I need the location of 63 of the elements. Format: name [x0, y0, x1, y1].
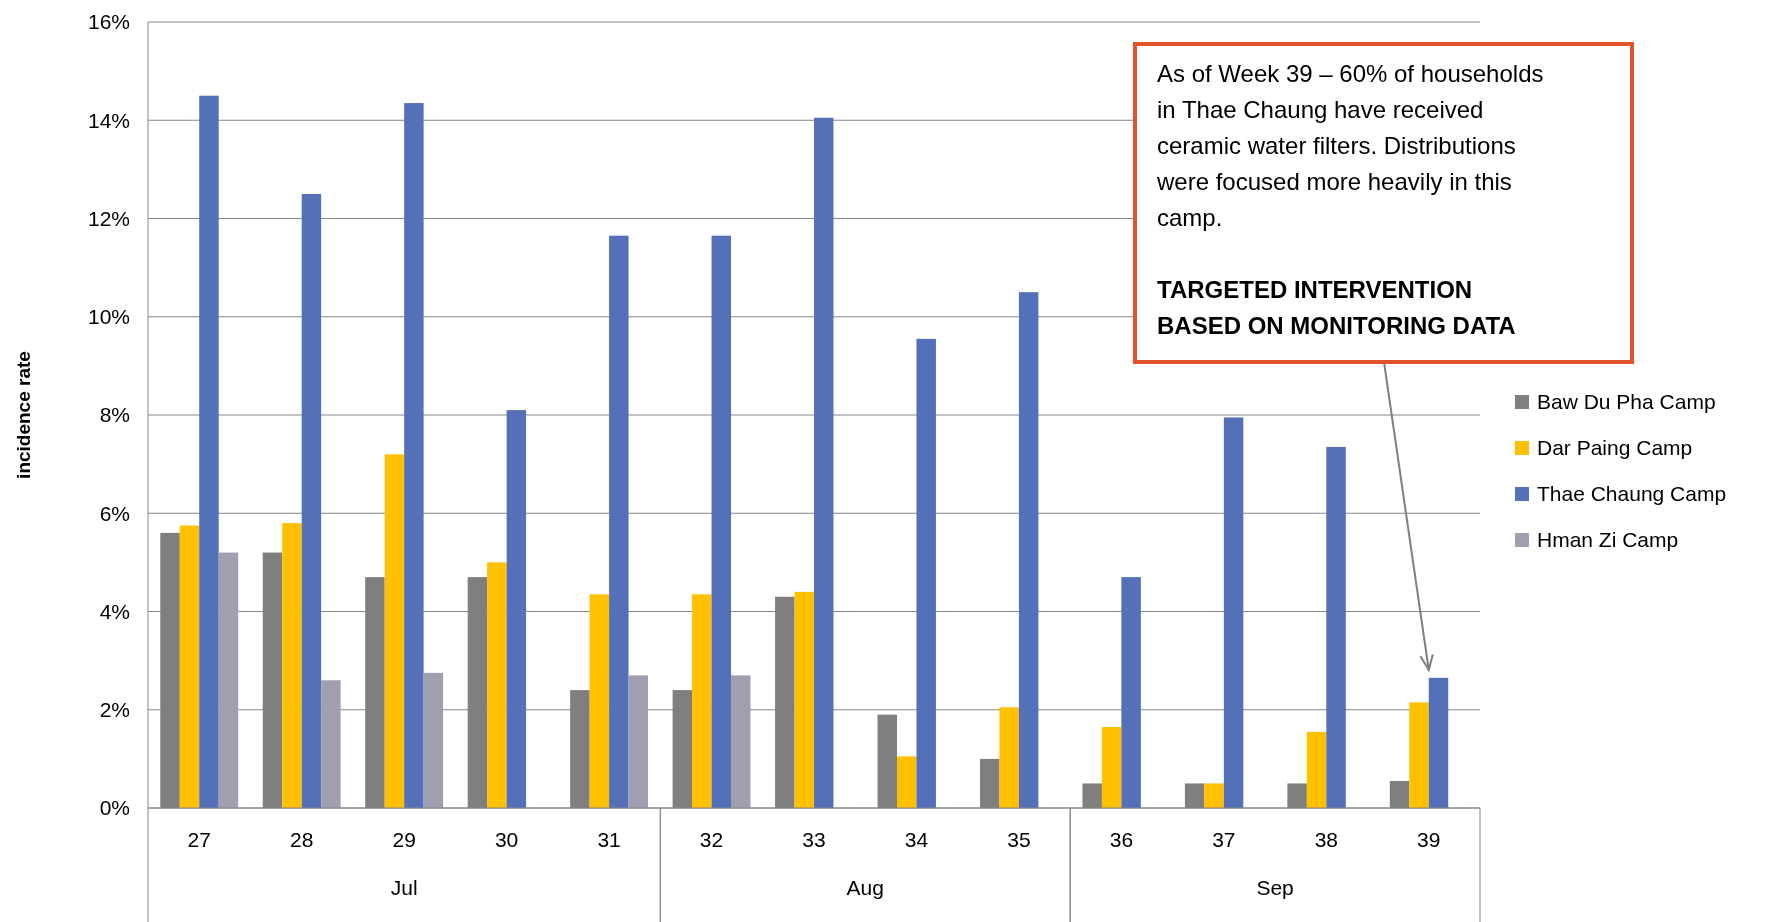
x-tick-label: 32 [699, 828, 724, 852]
bar [1326, 446, 1346, 808]
bar [321, 680, 341, 808]
bar [1428, 677, 1449, 808]
bar [609, 235, 629, 808]
bar [731, 675, 751, 808]
legend-label: Hman Zi Camp [1537, 528, 1679, 552]
text: Aug [846, 876, 884, 900]
x-tick-label: 31 [597, 828, 621, 852]
bar [218, 552, 239, 808]
legend-label: Thae Chaung Camp [1537, 482, 1727, 506]
bar [301, 193, 322, 808]
bar [589, 594, 610, 808]
bar [1409, 702, 1429, 808]
bar [814, 117, 834, 808]
y-tick-label: 2% [99, 698, 130, 722]
x-tick-label: 39 [1417, 828, 1441, 852]
x-tick-label: 27 [187, 828, 211, 852]
y-tick-label: 6% [99, 501, 130, 525]
text: Jul [390, 876, 418, 900]
y-tick-label: 12% [87, 206, 130, 230]
x-tick-label: 33 [802, 828, 826, 852]
bar [423, 672, 444, 808]
bar [506, 410, 527, 808]
bar [692, 594, 712, 808]
text: Sep [1256, 876, 1294, 900]
x-tick-label: 34 [904, 828, 929, 852]
bar [896, 756, 917, 808]
x-tick-label: 28 [290, 828, 314, 852]
y-tick-label: 14% [87, 108, 130, 132]
bar [916, 338, 936, 808]
y-tick-label: 16% [87, 10, 130, 34]
x-tick-label: 30 [494, 828, 519, 852]
bar [628, 675, 649, 808]
x-tick-label: 35 [1007, 828, 1031, 852]
y-tick-label: 0% [99, 796, 130, 820]
legend-label: Dar Paing Camp [1537, 436, 1693, 460]
bar [1204, 783, 1224, 808]
x-tick-label: 29 [392, 828, 416, 852]
bar [999, 707, 1019, 808]
bar [487, 562, 507, 808]
bar [1101, 726, 1122, 808]
legend-label: Baw Du Pha Camp [1537, 390, 1716, 414]
annotation: As of Week 39 – 60% of households in Thae Chaung have received ceramic water filters. Distributions were focused more heavily in this camp. [1156, 60, 1544, 231]
bar [384, 454, 405, 808]
y-tick-label: 10% [87, 305, 130, 329]
y-tick-label: 8% [99, 403, 130, 427]
bar [711, 235, 732, 808]
x-tick-label: 38 [1314, 828, 1338, 852]
x-tick-label: 37 [1212, 828, 1236, 852]
bar [404, 103, 424, 808]
bar [794, 591, 814, 808]
y-axis-title: incidence rate [13, 351, 34, 479]
bar [1223, 417, 1244, 808]
bar [179, 525, 200, 808]
y-tick-label: 4% [99, 599, 130, 623]
annotation: TARGETED INTERVENTION BASED ON MONITORING DATA [1157, 276, 1516, 339]
bar [199, 95, 219, 808]
bar [282, 523, 302, 808]
x-tick-label: 36 [1109, 828, 1134, 852]
bar [1306, 731, 1327, 808]
bar [1018, 292, 1039, 808]
bar [1121, 577, 1141, 808]
